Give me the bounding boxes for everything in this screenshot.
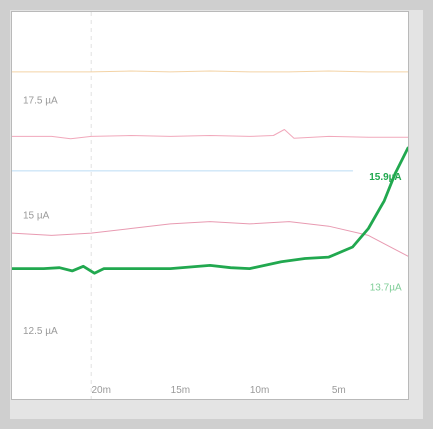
x-tick-label: 15m (171, 385, 190, 396)
y-tick-label: 17.5 µA (23, 96, 58, 107)
series-line-4 (12, 221, 408, 257)
value-label: 13.7µA (370, 283, 402, 294)
x-tick-label: 20m (91, 385, 110, 396)
x-tick-label: 10m (250, 385, 269, 396)
series-line-2 (12, 129, 408, 140)
chart-panel: 17.5 µA 15 µA 12.5 µA 20m 15m 10m 5m 15.9µA 13.7… (11, 11, 409, 400)
series-line-5 (12, 146, 408, 275)
series-line-1 (12, 70, 408, 73)
value-label: 15.9µA (369, 172, 401, 183)
y-tick-label: 12.5 µA (23, 326, 58, 337)
y-tick-label: 15 µA (23, 211, 50, 222)
current-line-chart: 17.5 µA 15 µA 12.5 µA 20m 15m 10m 5m 15.9µA 13.7… (12, 12, 408, 399)
x-tick-label: 5m (332, 385, 346, 396)
